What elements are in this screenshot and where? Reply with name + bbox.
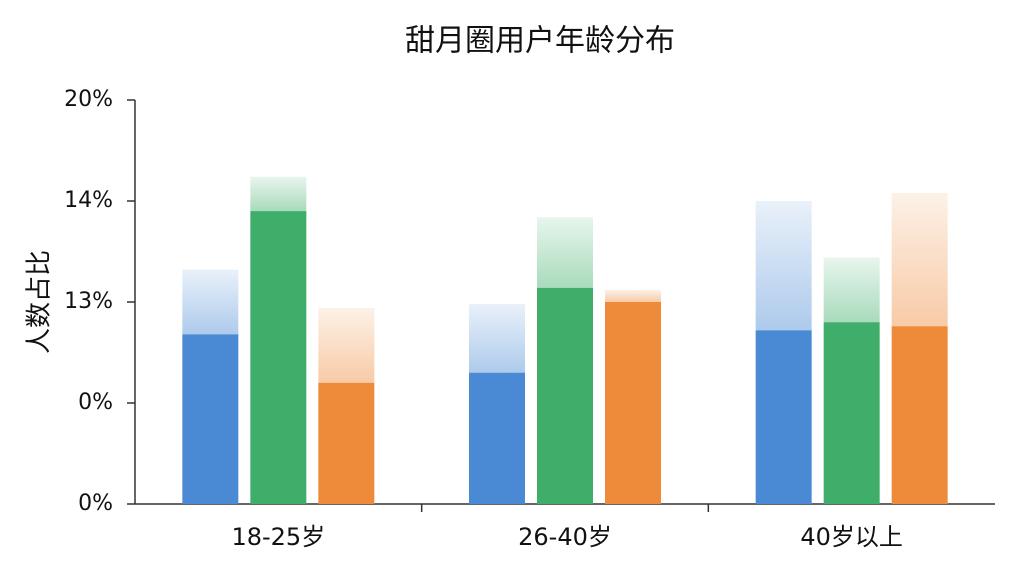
bar-faded-segment bbox=[755, 201, 812, 331]
bar bbox=[755, 330, 812, 504]
bar bbox=[537, 287, 593, 504]
bar-faded-segment bbox=[537, 217, 593, 288]
y-tick-label: 20% bbox=[64, 87, 113, 112]
bar bbox=[318, 382, 375, 504]
bar-faded-segment bbox=[605, 289, 661, 302]
y-tick-label: 0% bbox=[78, 491, 113, 516]
y-axis-label: 人数占比 bbox=[25, 250, 55, 354]
bar bbox=[469, 372, 525, 504]
bar bbox=[250, 211, 307, 504]
bar bbox=[823, 322, 880, 504]
bar-faded-segment bbox=[891, 192, 948, 327]
x-tick-label: 40岁以上 bbox=[800, 523, 903, 551]
chart-title: 甜月圈用户年龄分布 bbox=[405, 24, 675, 59]
bar-faded-segment bbox=[823, 257, 880, 323]
bar-faded-segment bbox=[469, 304, 525, 373]
bar bbox=[182, 334, 239, 504]
bar-faded-segment bbox=[182, 269, 239, 335]
bar bbox=[605, 302, 661, 504]
bar-faded-segment bbox=[318, 308, 375, 383]
x-tick-label: 26-40岁 bbox=[518, 523, 612, 551]
bar bbox=[891, 326, 948, 504]
y-tick-label: 14% bbox=[64, 188, 113, 213]
y-tick-label: 13% bbox=[64, 289, 113, 314]
x-tick-label: 18-25岁 bbox=[231, 523, 325, 551]
y-tick-label: 0% bbox=[78, 390, 113, 415]
bar-faded-segment bbox=[250, 176, 307, 212]
